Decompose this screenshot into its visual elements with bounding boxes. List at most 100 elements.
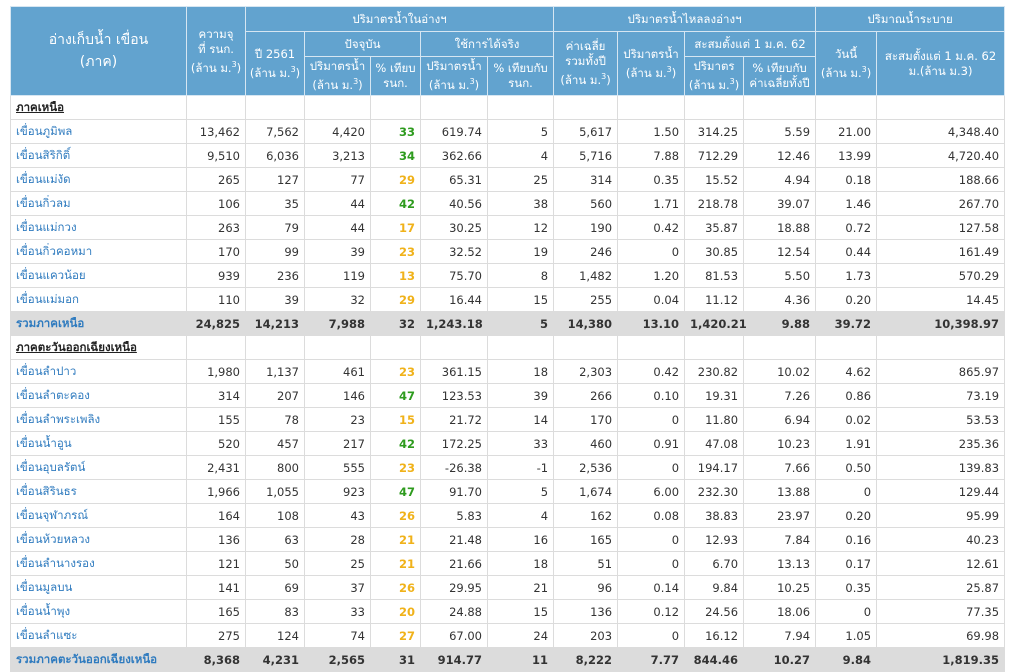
table-row: เขื่อนแม่มอก 110 39 32 29 16.44 15 255 0.04 11.12… — [10, 287, 1006, 312]
dam-name-link[interactable]: เขื่อนลำแซะ — [10, 623, 187, 648]
dam-name-link[interactable]: เขื่อนมูลบน — [10, 575, 187, 600]
table-cell: 190 — [553, 215, 619, 240]
col-inflow-volume: ปริมาตรน้ำ (ล้าน ม.3) — [617, 31, 686, 96]
table-cell: 2,303 — [553, 359, 619, 384]
col-usable-volume: ปริมาตรน้ำ (ล้าน ม.3) — [420, 56, 488, 96]
dam-name-link[interactable]: เขื่อนอุบลรัตน์ — [10, 455, 187, 480]
table-cell — [245, 95, 305, 120]
dam-name-link[interactable]: เขื่อนแควน้อย — [10, 263, 187, 288]
dam-name-link[interactable]: เขื่อนน้ำพุง — [10, 599, 187, 624]
table-row: เขื่อนลำตะคอง 314 207 146 47 123.53 39 266 0.10 1… — [10, 383, 1006, 408]
dam-name-link[interactable]: เขื่อนลำปาว — [10, 359, 187, 384]
table-cell: 2,536 — [553, 455, 619, 480]
col-release-accum: สะสมตั้งแต่ 1 ม.ค. 62 ม.(ล้าน ม.3) — [876, 31, 1006, 96]
dam-name-link[interactable]: เขื่อนสิริกิติ์ — [10, 143, 187, 168]
reservoir-table: อ่างเก็บน้ำ เขื่อน (ภาค) ความจุ ที่ รนก. (ล… — [10, 6, 1006, 672]
table-cell: 0.42 — [617, 215, 686, 240]
table-row: เขื่อนลำพระเพลิง 155 78 23 15 21.72 14 170 0 11.8… — [10, 407, 1006, 432]
table-cell: 4,720.40 — [876, 143, 1006, 168]
table-cell: 1,819.35 — [876, 647, 1006, 672]
table-cell: 0.44 — [815, 239, 878, 264]
table-cell: 40.56 — [420, 191, 488, 216]
table-cell — [420, 95, 488, 120]
dam-name-link[interactable]: เขื่อนลำพระเพลิง — [10, 407, 187, 432]
table-cell: 1.73 — [815, 263, 878, 288]
table-cell: 0 — [815, 479, 878, 504]
table-cell: 3,213 — [304, 143, 371, 168]
table-cell: 16.44 — [420, 287, 488, 312]
table-cell: 1,137 — [245, 359, 305, 384]
table-cell: 63 — [245, 527, 305, 552]
region-name[interactable]: รวมภาคเหนือ — [10, 311, 187, 336]
table-cell: 314 — [186, 383, 246, 408]
table-cell: 39.07 — [743, 191, 817, 216]
dam-name-link[interactable]: เขื่อนแม่งัด — [10, 167, 187, 192]
dam-name-link[interactable]: เขื่อนจุฬาภรณ์ — [10, 503, 187, 528]
table-cell: 0 — [617, 455, 686, 480]
table-row: เขื่อนสิรินธร 1,966 1,055 923 47 91.70 5 1,674 6… — [10, 479, 1006, 504]
table-cell: 21 — [370, 527, 421, 552]
table-cell — [684, 335, 745, 360]
table-cell: 255 — [553, 287, 619, 312]
dam-name-link[interactable]: เขื่อนแม่มอก — [10, 287, 187, 312]
table-cell: 26 — [370, 503, 421, 528]
table-cell: 10.23 — [743, 431, 817, 456]
table-cell: 5.83 — [420, 503, 488, 528]
region-header-row: ภาคเหนือ — [10, 95, 1006, 120]
table-cell: 314.25 — [684, 119, 745, 144]
table-cell: 33 — [304, 599, 371, 624]
table-cell: 47 — [370, 383, 421, 408]
table-cell: 16.12 — [684, 623, 745, 648]
table-cell: 35.87 — [684, 215, 745, 240]
table-cell: 18 — [486, 359, 555, 384]
table-cell: 20 — [370, 599, 421, 624]
dam-name-link[interactable]: เขื่อนลำนางรอง — [10, 551, 187, 576]
table-cell: 53.53 — [876, 407, 1006, 432]
table-cell: 12.61 — [876, 551, 1006, 576]
dam-name-link[interactable]: เขื่อนลำตะคอง — [10, 383, 187, 408]
dam-name-link[interactable]: เขื่อนสิรินธร — [10, 479, 187, 504]
table-cell: 13.99 — [815, 143, 878, 168]
table-cell: 5.59 — [743, 119, 817, 144]
table-cell — [186, 95, 246, 120]
table-cell: 9.84 — [815, 647, 878, 672]
table-cell: 6.00 — [617, 479, 686, 504]
col-reservoir: อ่างเก็บน้ำ เขื่อน (ภาค) — [10, 6, 187, 96]
table-cell: 914.77 — [420, 647, 488, 672]
table-cell: 19 — [486, 239, 555, 264]
dam-name-link[interactable]: เขื่อนภูมิพล — [10, 119, 187, 144]
table-cell: 11 — [486, 647, 555, 672]
region-name: ภาคเหนือ — [10, 95, 187, 120]
table-cell: 4 — [486, 503, 555, 528]
dam-name-link[interactable]: เขื่อนน้ำอูน — [10, 431, 187, 456]
table-cell: -26.38 — [420, 455, 488, 480]
table-cell: 1.50 — [617, 119, 686, 144]
table-cell: 110 — [186, 287, 246, 312]
table-cell: 17 — [370, 215, 421, 240]
table-cell: 32.52 — [420, 239, 488, 264]
table-cell: 246 — [553, 239, 619, 264]
region-name[interactable]: รวมภาคตะวันออกเฉียงเหนือ — [10, 647, 187, 672]
table-cell: 23 — [304, 407, 371, 432]
table-cell — [553, 335, 619, 360]
table-cell: 218.78 — [684, 191, 745, 216]
table-cell: 29.95 — [420, 575, 488, 600]
dam-name-link[interactable]: เขื่อนกิ่วคอหมา — [10, 239, 187, 264]
table-cell: 65.31 — [420, 167, 488, 192]
dam-name-link[interactable]: เขื่อนแม่กวง — [10, 215, 187, 240]
table-cell: 42 — [370, 431, 421, 456]
table-cell: 6.94 — [743, 407, 817, 432]
table-cell: 14,380 — [553, 311, 619, 336]
table-cell: 7.77 — [617, 647, 686, 672]
table-cell: 4.62 — [815, 359, 878, 384]
table-cell: 69 — [245, 575, 305, 600]
table-cell: 7.26 — [743, 383, 817, 408]
dam-name-link[interactable]: เขื่อนห้วยหลวง — [10, 527, 187, 552]
table-cell: 95.99 — [876, 503, 1006, 528]
table-cell: 38.83 — [684, 503, 745, 528]
table-cell: 923 — [304, 479, 371, 504]
table-cell: 108 — [245, 503, 305, 528]
table-cell — [245, 335, 305, 360]
table-cell: 40.23 — [876, 527, 1006, 552]
dam-name-link[interactable]: เขื่อนกิ่วลม — [10, 191, 187, 216]
